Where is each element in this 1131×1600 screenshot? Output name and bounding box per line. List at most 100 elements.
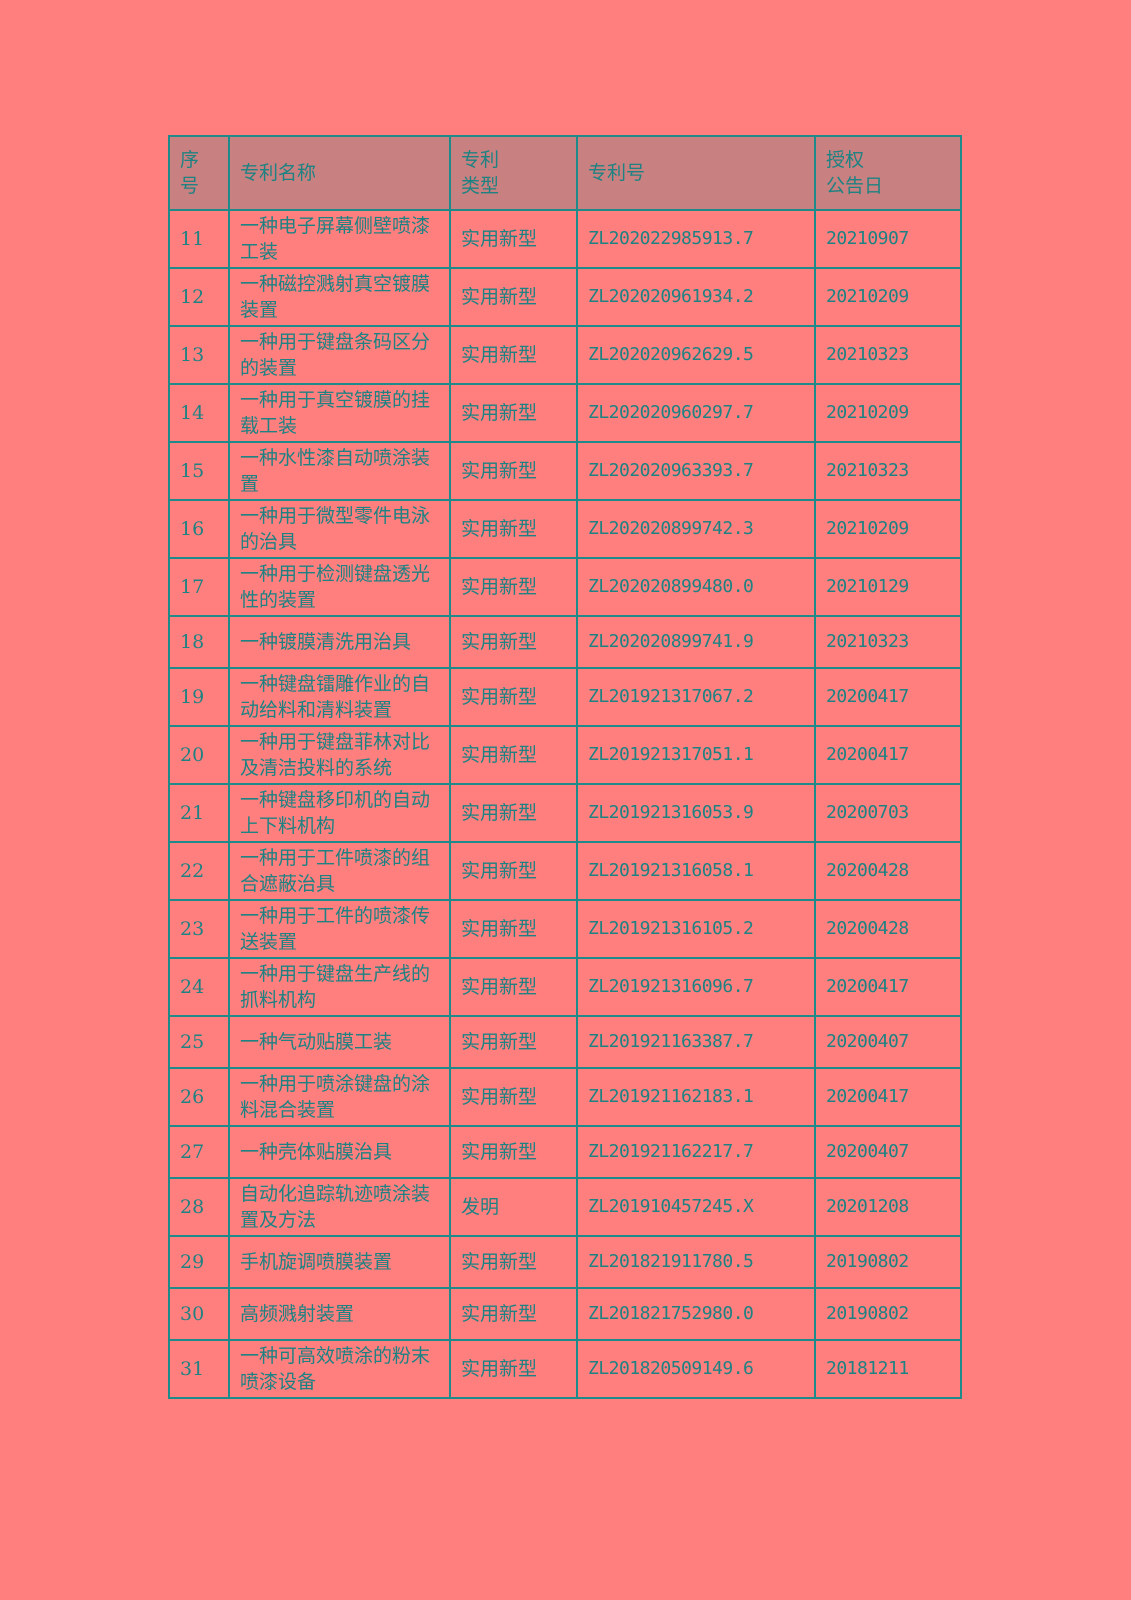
cell-name: 一种用于工件的喷漆传送装置: [228, 899, 451, 959]
table-row: 26 一种用于喷涂键盘的涂料混合装置 实用新型 ZL201921162183.1 202…: [168, 1067, 962, 1127]
table-row: 31 一种可高效喷涂的粉末喷漆设备 实用新型 ZL201820509149.6 2018…: [168, 1339, 962, 1399]
cell-patent-id: ZL201921317051.1: [576, 725, 816, 785]
cell-date: 20200407: [814, 1125, 962, 1179]
cell-name: 一种用于键盘生产线的抓料机构: [228, 957, 451, 1017]
table-row: 19 一种键盘镭雕作业的自动给料和清料装置 实用新型 ZL201921317067.2…: [168, 667, 962, 727]
cell-type: 实用新型: [449, 615, 578, 669]
cell-type: 实用新型: [449, 1067, 578, 1127]
table-row: 25 一种气动贴膜工装 实用新型 ZL201921163387.7 20200407: [168, 1015, 962, 1069]
cell-patent-id: ZL201921317067.2: [576, 667, 816, 727]
cell-name: 一种壳体贴膜治具: [228, 1125, 451, 1179]
cell-type: 实用新型: [449, 383, 578, 443]
header-row: 序 号 专利名称 专利 类型 专利号 授权 公告日: [168, 135, 962, 211]
cell-patent-id: ZL201921316096.7: [576, 957, 816, 1017]
cell-name: 一种键盘镭雕作业的自动给料和清料装置: [228, 667, 451, 727]
cell-name: 一种用于键盘菲林对比及清洁投料的系统: [228, 725, 451, 785]
cell-type: 实用新型: [449, 1287, 578, 1341]
header-label: 序 号: [180, 149, 200, 197]
cell-name: 一种水性漆自动喷涂装置: [228, 441, 451, 501]
table-row: 24 一种用于键盘生产线的抓料机构 实用新型 ZL201921316096.7 2020…: [168, 957, 962, 1017]
cell-patent-id: ZL202020899480.0: [576, 557, 816, 617]
header-label: 专利 类型: [461, 149, 500, 197]
cell-date: 20200417: [814, 725, 962, 785]
cell-date: 20200428: [814, 899, 962, 959]
cell-date: 20210129: [814, 557, 962, 617]
cell-date: 20200703: [814, 783, 962, 843]
cell-no: 20: [168, 725, 230, 785]
cell-type: 实用新型: [449, 667, 578, 727]
cell-no: 25: [168, 1015, 230, 1069]
cell-no: 19: [168, 667, 230, 727]
cell-type: 实用新型: [449, 899, 578, 959]
table-row: 27 一种壳体贴膜治具 实用新型 ZL201921162217.7 20200407: [168, 1125, 962, 1179]
cell-name: 高频溅射装置: [228, 1287, 451, 1341]
cell-type: 实用新型: [449, 441, 578, 501]
cell-name: 一种用于工件喷漆的组合遮蔽治具: [228, 841, 451, 901]
cell-type: 实用新型: [449, 1235, 578, 1289]
cell-no: 11: [168, 209, 230, 269]
table-row: 11 一种电子屏幕侧壁喷漆工装 实用新型 ZL202022985913.7 202109…: [168, 209, 962, 269]
cell-type: 实用新型: [449, 557, 578, 617]
cell-patent-id: ZL202020961934.2: [576, 267, 816, 327]
cell-name: 一种用于喷涂键盘的涂料混合装置: [228, 1067, 451, 1127]
cell-date: 20190802: [814, 1287, 962, 1341]
cell-no: 18: [168, 615, 230, 669]
cell-no: 23: [168, 899, 230, 959]
cell-type: 实用新型: [449, 957, 578, 1017]
cell-patent-id: ZL201820509149.6: [576, 1339, 816, 1399]
cell-patent-id: ZL202020962629.5: [576, 325, 816, 385]
header-label: 授权 公告日: [826, 149, 884, 197]
cell-name: 自动化追踪轨迹喷涂装置及方法: [228, 1177, 451, 1237]
cell-date: 20210209: [814, 267, 962, 327]
header-label: 专利名称: [240, 162, 317, 184]
cell-no: 16: [168, 499, 230, 559]
table-row: 21 一种键盘移印机的自动上下料机构 实用新型 ZL201921316053.9 202…: [168, 783, 962, 843]
table-row: 16 一种用于微型零件电泳的治具 实用新型 ZL202020899742.3 20210…: [168, 499, 962, 559]
cell-no: 21: [168, 783, 230, 843]
cell-name: 一种电子屏幕侧壁喷漆工装: [228, 209, 451, 269]
cell-type: 实用新型: [449, 325, 578, 385]
cell-patent-id: ZL201921162183.1: [576, 1067, 816, 1127]
cell-no: 13: [168, 325, 230, 385]
cell-no: 24: [168, 957, 230, 1017]
cell-patent-id: ZL201821752980.0: [576, 1287, 816, 1341]
cell-date: 20200417: [814, 1067, 962, 1127]
table-row: 29 手机旋调喷膜装置 实用新型 ZL201821911780.5 20190802: [168, 1235, 962, 1289]
cell-patent-id: ZL201921316053.9: [576, 783, 816, 843]
cell-name: 一种用于微型零件电泳的治具: [228, 499, 451, 559]
cell-date: 20200417: [814, 957, 962, 1017]
cell-patent-id: ZL201921316105.2: [576, 899, 816, 959]
table-row: 28 自动化追踪轨迹喷涂装置及方法 发明 ZL201910457245.X 202012…: [168, 1177, 962, 1237]
header-name: 专利名称: [228, 135, 451, 211]
cell-patent-id: ZL202020960297.7: [576, 383, 816, 443]
header-date: 授权 公告日: [814, 135, 962, 211]
cell-patent-id: ZL202020963393.7: [576, 441, 816, 501]
cell-type: 实用新型: [449, 841, 578, 901]
cell-patent-id: ZL201921316058.1: [576, 841, 816, 901]
cell-name: 手机旋调喷膜装置: [228, 1235, 451, 1289]
cell-date: 20210323: [814, 325, 962, 385]
table-row: 15 一种水性漆自动喷涂装置 实用新型 ZL202020963393.7 2021032…: [168, 441, 962, 501]
cell-no: 28: [168, 1177, 230, 1237]
cell-name: 一种用于真空镀膜的挂载工装: [228, 383, 451, 443]
cell-date: 20181211: [814, 1339, 962, 1399]
table-body: 11 一种电子屏幕侧壁喷漆工装 实用新型 ZL202022985913.7 202109…: [168, 209, 962, 1399]
cell-type: 实用新型: [449, 209, 578, 269]
cell-date: 20210323: [814, 615, 962, 669]
cell-date: 20201208: [814, 1177, 962, 1237]
header-no: 序 号: [168, 135, 230, 211]
cell-name: 一种用于键盘条码区分的装置: [228, 325, 451, 385]
cell-patent-id: ZL201821911780.5: [576, 1235, 816, 1289]
cell-name: 一种磁控溅射真空镀膜装置: [228, 267, 451, 327]
cell-patent-id: ZL201921162217.7: [576, 1125, 816, 1179]
cell-type: 实用新型: [449, 267, 578, 327]
cell-name: 一种用于检测键盘透光性的装置: [228, 557, 451, 617]
cell-date: 20210323: [814, 441, 962, 501]
cell-no: 22: [168, 841, 230, 901]
cell-date: 20210907: [814, 209, 962, 269]
cell-patent-id: ZL202022985913.7: [576, 209, 816, 269]
cell-no: 26: [168, 1067, 230, 1127]
table-row: 23 一种用于工件的喷漆传送装置 实用新型 ZL201921316105.2 20200…: [168, 899, 962, 959]
cell-date: 20210209: [814, 383, 962, 443]
cell-no: 15: [168, 441, 230, 501]
